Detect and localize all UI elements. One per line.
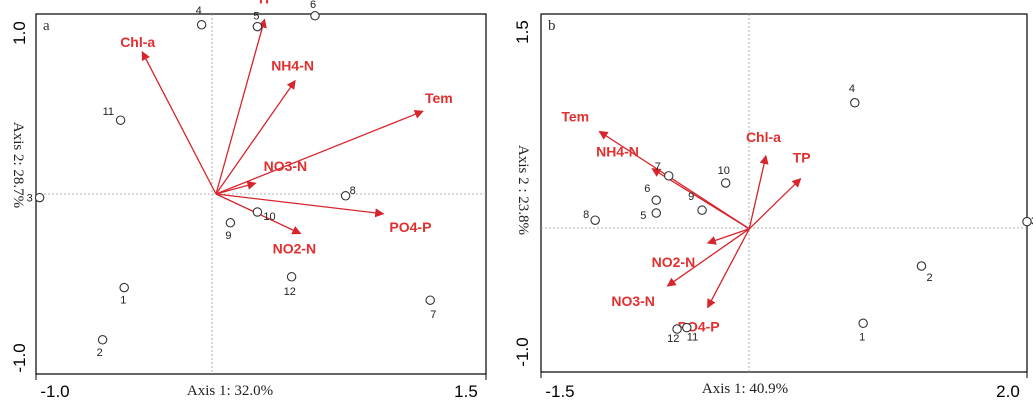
panel-a-point-label-4: 4 xyxy=(196,5,202,17)
panel-a-ytick-label-max: 1.0 xyxy=(10,21,29,45)
panel-b-vector-label-tem: Tem xyxy=(561,108,589,124)
panel-b-point-6 xyxy=(651,195,662,205)
panel-b-vector-label-no2-n: NO2-N xyxy=(652,254,696,270)
panel-b-point-label-1: 1 xyxy=(859,331,865,343)
panel-b-vector-label-chl-a: Chl-a xyxy=(746,129,781,145)
panel-b-point-2 xyxy=(916,261,927,271)
panel-a-point-label-12: 12 xyxy=(284,286,296,298)
panel-a: a -1.0 1.5 -1.0 1.0 Axis 1: 32.0% Axis 2… xyxy=(10,0,487,401)
panel-a-label: a xyxy=(43,18,50,34)
panel-a-point-9 xyxy=(225,218,236,228)
panel-b-point-label-12: 12 xyxy=(667,333,679,345)
panel-a-point-label-10: 10 xyxy=(263,211,275,223)
panel-b-point-9 xyxy=(697,205,707,215)
panel-a-point-label-9: 9 xyxy=(225,230,231,242)
panel-a-point-12 xyxy=(286,272,297,282)
panel-a-point-2 xyxy=(97,335,108,345)
panel-b-point-label-11: 11 xyxy=(687,332,698,344)
panel-a-vector-label-po4-p: PO4-P xyxy=(389,219,431,235)
panel-b-xtick-label-max: 2.0 xyxy=(996,382,1020,401)
panel-a-vector-tp xyxy=(215,18,267,195)
panel-a-point-label-5: 5 xyxy=(253,11,259,23)
panel-b-vector-po4-p xyxy=(707,228,750,309)
panel-b-frame xyxy=(540,13,1028,373)
panel-b-point-label-7: 7 xyxy=(655,161,661,173)
panel-b-vector-tp xyxy=(748,178,802,230)
panel-b-xtick-label-min: -1.5 xyxy=(545,382,574,401)
panel-a-vector-po4-p xyxy=(215,193,385,218)
panel-b-point-label-5: 5 xyxy=(640,210,646,222)
panel-b-vector-label-nh4-n: NH4-N xyxy=(596,144,639,160)
panel-a-point-6 xyxy=(310,11,320,21)
panel-a-vector-nh4-n xyxy=(215,79,296,195)
panel-b-point-7 xyxy=(663,171,674,181)
panel-b-vector-no2-n xyxy=(706,228,750,245)
panel-a-vector-label-tem: Tem xyxy=(425,90,453,106)
panel-a-vector-label-nh4-n: NH4-N xyxy=(271,58,314,74)
panel-a-vector-label-no3-n: NO3-N xyxy=(264,158,308,174)
panel-b-point-label-6: 6 xyxy=(644,183,650,195)
panel-a-point-1 xyxy=(119,282,129,293)
panel-b-label: b xyxy=(548,18,556,34)
panel-b-point-label-10: 10 xyxy=(718,165,730,177)
panel-a-point-11 xyxy=(115,115,126,125)
panel-b-point-12 xyxy=(672,324,682,334)
panel-b-point-label-9: 9 xyxy=(688,191,694,203)
panel-a-point-10 xyxy=(252,207,263,217)
panel-a-vector-tem xyxy=(215,110,424,195)
panel-a-vector-chl-a xyxy=(141,50,217,195)
panel-b-vector-chl-a xyxy=(748,154,769,229)
panel-b-point-1 xyxy=(858,318,868,329)
panel-a-ytick-label-min: -1.0 xyxy=(10,343,29,372)
panel-b-ytick-label-max: 1.5 xyxy=(513,20,532,44)
panel-b-point-3 xyxy=(1022,216,1032,227)
panel-b-vector-label-tp: TP xyxy=(793,150,811,166)
panel-a-point-label-1: 1 xyxy=(120,295,126,307)
panel-a-vector-label-chl-a: Chl-a xyxy=(120,34,155,50)
panel-b-point-label-8: 8 xyxy=(583,209,589,221)
panel-b-point-label-4: 4 xyxy=(849,83,855,95)
panel-b-point-8 xyxy=(590,215,600,225)
panel-a-y-axis-label: Axis 2: 28.7% xyxy=(10,122,26,208)
panel-a-point-label-11: 11 xyxy=(103,106,114,118)
panel-b-point-label-2: 2 xyxy=(926,272,932,284)
panel-a-xtick-label-min: -1.0 xyxy=(40,382,69,401)
panel-a-point-label-2: 2 xyxy=(97,347,103,359)
panel-a-vector-no3-n xyxy=(215,180,257,195)
panel-a-vector-label-tp: TP xyxy=(257,0,275,6)
panel-a-x-axis-label: Axis 1: 32.0% xyxy=(187,383,273,399)
panel-a-vector-label-no2-n: NO2-N xyxy=(273,241,317,257)
panel-a-point-7 xyxy=(425,295,435,305)
panel-a-point-4 xyxy=(196,20,207,30)
panel-b-x-axis-label: Axis 1: 40.9% xyxy=(702,381,788,397)
panel-a-vectors: Chl-a TP NH4-N Tem NO3-N PO4-P NO2-N xyxy=(120,0,453,257)
panel-a-point-label-3: 3 xyxy=(27,193,33,205)
panel-a-xtick-label-max: 1.5 xyxy=(454,382,478,401)
panel-b-point-10 xyxy=(720,178,731,188)
panel-b-vector-label-no3-n: NO3-N xyxy=(611,293,655,309)
panel-b-vector-no3-n xyxy=(666,228,750,287)
panel-b-ytick-label-min: -1.0 xyxy=(513,337,532,366)
panel-b-point-5 xyxy=(651,208,662,218)
panel-b-point-label-3: 3 xyxy=(1031,216,1033,228)
panel-a-point-5 xyxy=(252,21,263,32)
panel-b: b -1.5 2.0 -1.0 1.5 Axis 1: 40.9% Axis 2… xyxy=(513,13,1033,401)
panel-a-point-label-7: 7 xyxy=(430,309,436,321)
panel-a-point-label-8: 8 xyxy=(350,185,356,197)
panel-a-point-label-6: 6 xyxy=(310,0,316,11)
panel-b-y-axis-label: Axis 2 : 23.8% xyxy=(515,145,531,235)
panel-b-point-4 xyxy=(850,98,860,108)
panel-a-point-3 xyxy=(34,192,45,203)
panel-b-point-11 xyxy=(682,322,692,333)
panel-a-point-8 xyxy=(340,191,351,201)
